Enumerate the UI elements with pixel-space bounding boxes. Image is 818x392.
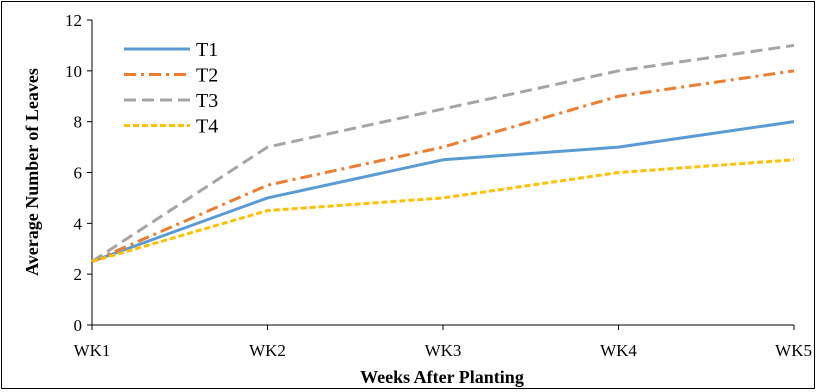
legend-label-t1: T1 bbox=[196, 39, 218, 61]
x-tick-label: WK4 bbox=[600, 341, 637, 360]
chart-axes: 0 2 4 6 8 10 12 WK1 WK2 WK3 WK4 WK5 bbox=[65, 11, 812, 360]
legend-label-t3: T3 bbox=[196, 90, 218, 112]
series-line-t2 bbox=[91, 69, 795, 263]
y-axis-title: Average Number of Leaves bbox=[22, 68, 42, 276]
y-tick-label: 0 bbox=[74, 316, 83, 335]
y-tick-label: 4 bbox=[74, 214, 83, 233]
x-tick-label: WK2 bbox=[249, 341, 286, 360]
legend-label-t4: T4 bbox=[196, 116, 218, 138]
x-axis-title: Weeks After Planting bbox=[360, 367, 524, 387]
y-tick-label: 10 bbox=[65, 62, 82, 81]
y-tick-label: 8 bbox=[74, 113, 83, 132]
x-tick-label: WK3 bbox=[425, 341, 462, 360]
legend-label-t2: T2 bbox=[196, 65, 218, 87]
legend: T1 T2 T3 T4 bbox=[124, 39, 218, 138]
series-layer bbox=[91, 43, 795, 263]
y-tick-label: 2 bbox=[74, 265, 83, 284]
x-tick-label: WK5 bbox=[775, 341, 812, 360]
y-tick-label: 12 bbox=[65, 11, 82, 30]
x-tick-label: WK1 bbox=[74, 341, 111, 360]
series-line-t1 bbox=[91, 120, 795, 263]
y-tick-label: 6 bbox=[74, 164, 83, 183]
series-line-t3 bbox=[91, 43, 795, 263]
series-line-t4 bbox=[91, 158, 795, 263]
